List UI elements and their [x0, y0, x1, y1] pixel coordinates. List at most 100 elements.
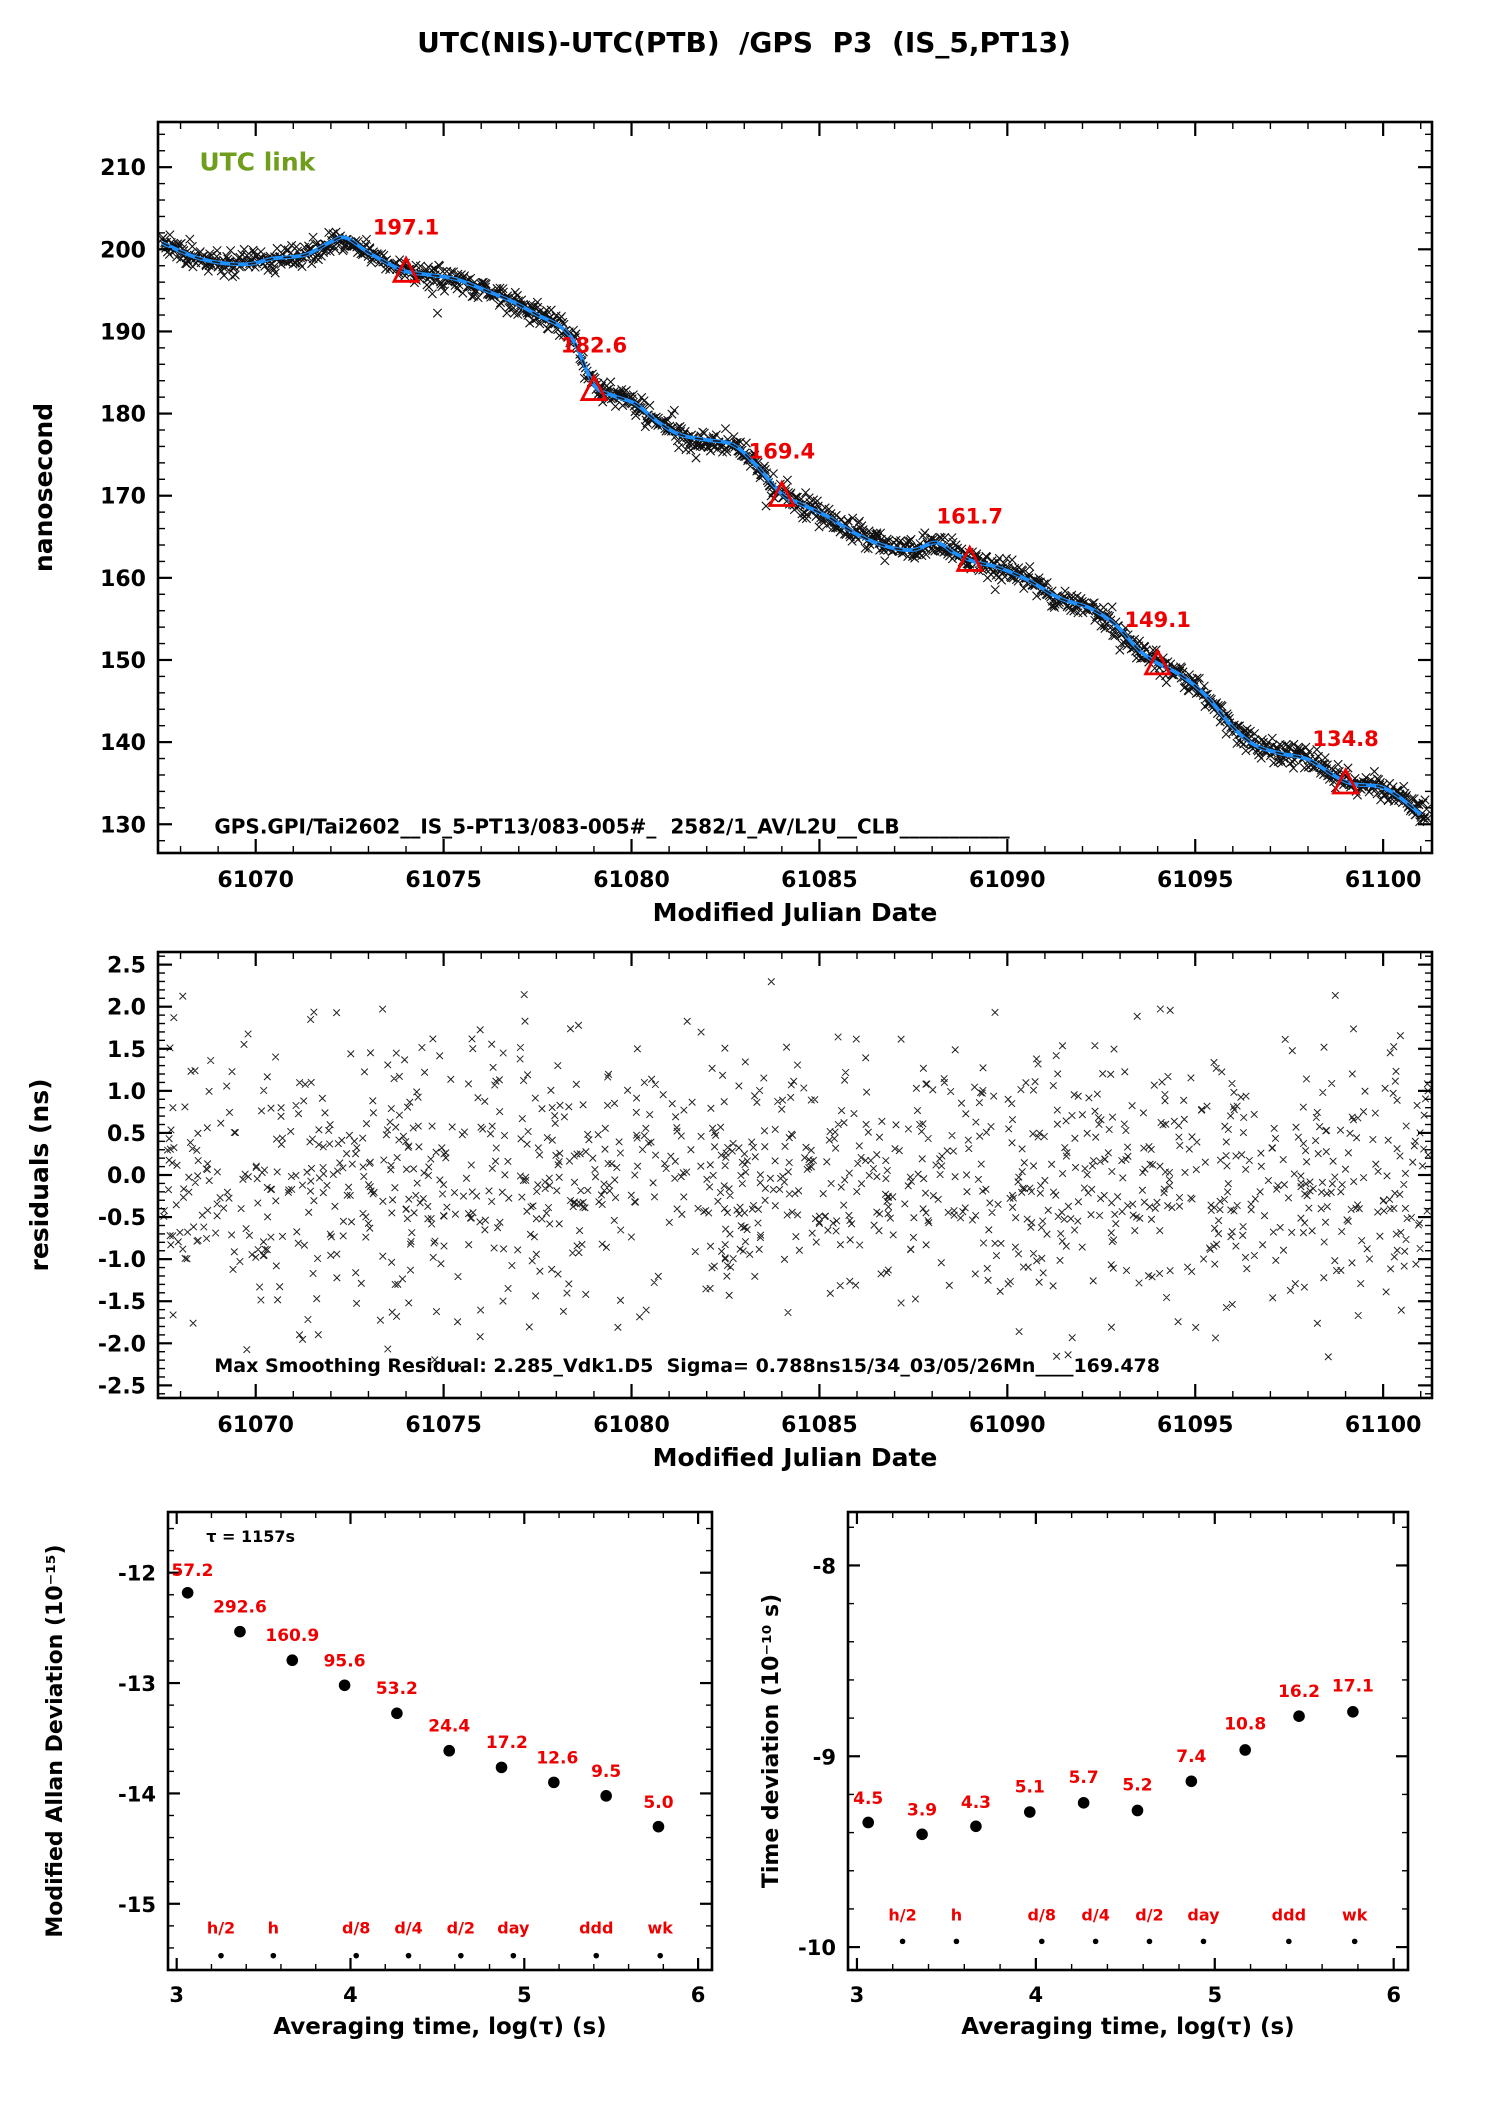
svg-text:-13: -13 [118, 1672, 156, 1696]
svg-text:61090: 61090 [969, 1413, 1046, 1438]
svg-text:Modified Allan Deviation (10⁻¹: Modified Allan Deviation (10⁻¹⁵) [43, 1544, 68, 1937]
svg-text:h/2: h/2 [207, 1919, 235, 1938]
svg-text:2.5: 2.5 [107, 954, 146, 979]
svg-text:200: 200 [100, 238, 146, 263]
svg-text:17.2: 17.2 [486, 1733, 528, 1753]
svg-text:-2.5: -2.5 [98, 1374, 146, 1399]
svg-text:61070: 61070 [217, 868, 294, 893]
svg-text:5.2: 5.2 [1122, 1776, 1152, 1796]
svg-text:-14: -14 [118, 1782, 156, 1806]
residuals-chart: 61070 61075 61080 61085 61090 61095 61100 -2.5 -… [25, 950, 1434, 1472]
svg-text:-12: -12 [118, 1562, 156, 1586]
svg-text:nanosecond: nanosecond [29, 403, 58, 572]
svg-text:61100: 61100 [1345, 1413, 1422, 1438]
svg-text:τ = 1157s: τ = 1157s [206, 1527, 295, 1546]
svg-text:6: 6 [1386, 1983, 1401, 2007]
svg-text:-1.0: -1.0 [98, 1248, 146, 1273]
svg-text:-2.0: -2.0 [98, 1332, 146, 1357]
svg-text:210: 210 [100, 156, 146, 181]
svg-text:61085: 61085 [781, 1413, 858, 1438]
svg-text:16.2: 16.2 [1278, 1682, 1320, 1702]
svg-text:9.5: 9.5 [591, 1762, 621, 1782]
svg-text:61080: 61080 [593, 868, 670, 893]
svg-text:-9: -9 [813, 1745, 836, 1769]
svg-text:6: 6 [691, 1983, 706, 2007]
svg-text:-0.5: -0.5 [98, 1206, 146, 1231]
svg-text:292.6: 292.6 [213, 1597, 267, 1617]
svg-text:-1.5: -1.5 [98, 1290, 146, 1315]
svg-text:ddd: ddd [579, 1919, 613, 1938]
svg-text:170: 170 [100, 485, 146, 510]
svg-text:d/4: d/4 [394, 1919, 422, 1938]
svg-text:h: h [268, 1919, 279, 1938]
svg-text:61095: 61095 [1157, 1413, 1234, 1438]
svg-text:wk: wk [647, 1919, 673, 1938]
svg-text:d/2: d/2 [1135, 1905, 1163, 1924]
svg-text:3: 3 [169, 1983, 184, 2007]
svg-text:169.4: 169.4 [749, 440, 815, 464]
svg-text:day: day [1187, 1905, 1220, 1924]
svg-text:d/2: d/2 [447, 1919, 475, 1938]
svg-text:residuals (ns): residuals (ns) [25, 1079, 54, 1272]
svg-text:95.6: 95.6 [324, 1652, 366, 1672]
mdev-chart: 3 4 5 6 -15 -14 -13 -12 Averaging time, log(τ) (… [43, 1510, 714, 2040]
main-chart: 61070 61075 61080 61085 61090 61095 61100 130 14… [29, 120, 1434, 927]
svg-text:160: 160 [100, 567, 146, 592]
svg-text:5: 5 [1207, 1983, 1222, 2007]
svg-text:61095: 61095 [1157, 868, 1234, 893]
svg-text:61075: 61075 [405, 868, 482, 893]
svg-text:12.6: 12.6 [536, 1749, 578, 1769]
svg-text:Averaging time, log(τ) (s): Averaging time, log(τ) (s) [273, 2014, 606, 2040]
svg-text:-15: -15 [118, 1893, 156, 1917]
svg-text:61090: 61090 [969, 868, 1046, 893]
svg-text:2.0: 2.0 [107, 996, 146, 1021]
svg-text:0.5: 0.5 [107, 1122, 146, 1147]
svg-text:ddd: ddd [1272, 1905, 1306, 1924]
svg-text:5.1: 5.1 [1015, 1778, 1045, 1798]
svg-text:-10: -10 [798, 1936, 836, 1960]
svg-text:d/8: d/8 [342, 1919, 370, 1938]
svg-text:197.1: 197.1 [373, 215, 439, 239]
svg-text:190: 190 [100, 320, 146, 345]
svg-text:4: 4 [1029, 1983, 1044, 2007]
svg-text:140: 140 [100, 731, 146, 756]
svg-text:Time deviation (10⁻¹⁰ s): Time deviation (10⁻¹⁰ s) [759, 1594, 784, 1888]
svg-text:61085: 61085 [781, 868, 858, 893]
svg-text:-8: -8 [813, 1554, 836, 1578]
svg-text:1.0: 1.0 [107, 1080, 146, 1105]
svg-text:180: 180 [100, 403, 146, 428]
svg-text:61070: 61070 [217, 1413, 294, 1438]
svg-text:150: 150 [100, 649, 146, 674]
svg-text:57.2: 57.2 [171, 1561, 213, 1581]
svg-text:Max Smoothing Residual: 2.285_: Max Smoothing Residual: 2.285_Vdk1.D5 Si… [214, 1355, 1160, 1377]
svg-text:7.4: 7.4 [1176, 1747, 1206, 1767]
svg-text:61075: 61075 [405, 1413, 482, 1438]
svg-text:161.7: 161.7 [937, 504, 1003, 528]
svg-text:h: h [951, 1905, 962, 1924]
svg-text:4: 4 [343, 1983, 358, 2007]
svg-text:61100: 61100 [1345, 868, 1422, 893]
page-title: UTC(NIS)-UTC(PTB) /GPS P3 (IS_5,PT13) [417, 26, 1071, 59]
svg-text:53.2: 53.2 [376, 1679, 418, 1699]
svg-text:17.1: 17.1 [1332, 1676, 1374, 1696]
svg-text:5.7: 5.7 [1069, 1768, 1099, 1788]
svg-text:134.8: 134.8 [1312, 727, 1378, 751]
tdev-chart: 3 4 5 6 -10 -9 -8 Averaging time, log(τ) (s) Tim… [759, 1510, 1410, 2040]
svg-text:day: day [497, 1919, 530, 1938]
svg-text:61080: 61080 [593, 1413, 670, 1438]
svg-text:24.4: 24.4 [428, 1717, 470, 1737]
svg-text:wk: wk [1342, 1905, 1368, 1924]
svg-text:149.1: 149.1 [1124, 608, 1190, 632]
svg-text:4.5: 4.5 [853, 1789, 883, 1809]
svg-text:4.3: 4.3 [961, 1793, 991, 1813]
svg-text:160.9: 160.9 [265, 1626, 319, 1646]
svg-text:5: 5 [517, 1983, 532, 2007]
svg-text:182.6: 182.6 [561, 334, 627, 358]
svg-text:1.5: 1.5 [107, 1038, 146, 1063]
svg-text:d/4: d/4 [1081, 1905, 1109, 1924]
svg-text:0.0: 0.0 [107, 1164, 146, 1189]
svg-text:Averaging time, log(τ) (s): Averaging time, log(τ) (s) [961, 2014, 1294, 2040]
svg-text:Modified Julian Date: Modified Julian Date [653, 1443, 938, 1472]
svg-text:GPS.GPI/Tai2602__IS_5-PT13/083: GPS.GPI/Tai2602__IS_5-PT13/083-005#_ 258… [214, 814, 1009, 838]
svg-text:3: 3 [850, 1983, 865, 2007]
